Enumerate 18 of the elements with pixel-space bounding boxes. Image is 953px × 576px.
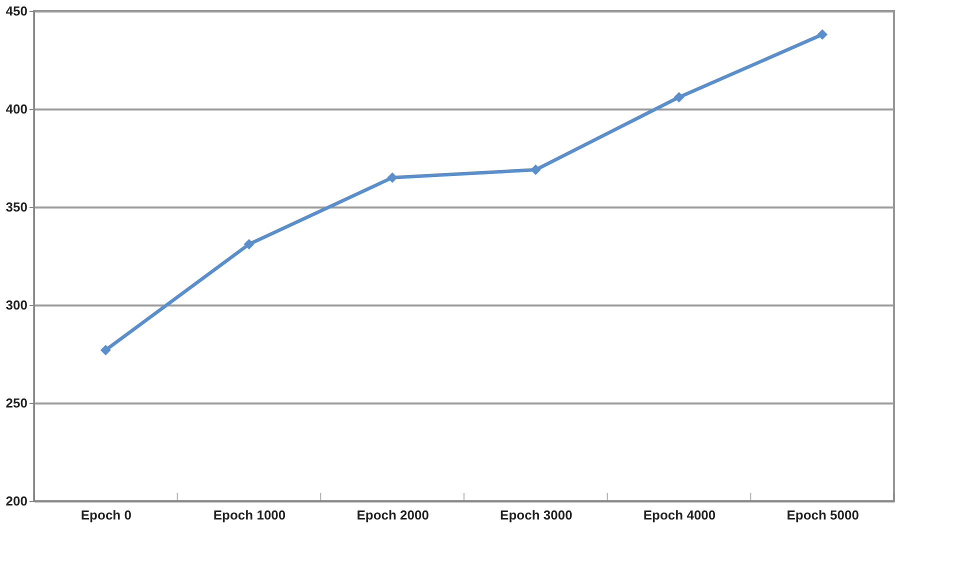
y-tick-label: 200 (6, 494, 28, 508)
y-tick-label: 300 (6, 298, 28, 312)
x-tick-label: Epoch 2000 (356, 508, 429, 522)
x-tick-label: Epoch 1000 (213, 508, 286, 522)
point (100, 344, 111, 356)
point (674, 92, 684, 102)
point (244, 238, 254, 250)
point (387, 172, 398, 183)
x-tick-label: Epoch 5000 (786, 508, 859, 522)
y-tick-label: 450 (6, 4, 28, 18)
y-tick-label: 250 (6, 396, 28, 410)
y-tick-label: 400 (6, 102, 28, 116)
y-tick-label: 350 (6, 200, 28, 214)
x-tick-label: Epoch 0 (80, 508, 132, 522)
point (530, 164, 541, 176)
x-tick-label: Epoch 3000 (500, 508, 572, 522)
point (817, 29, 828, 40)
x-tick-label: Epoch 4000 (643, 508, 716, 522)
